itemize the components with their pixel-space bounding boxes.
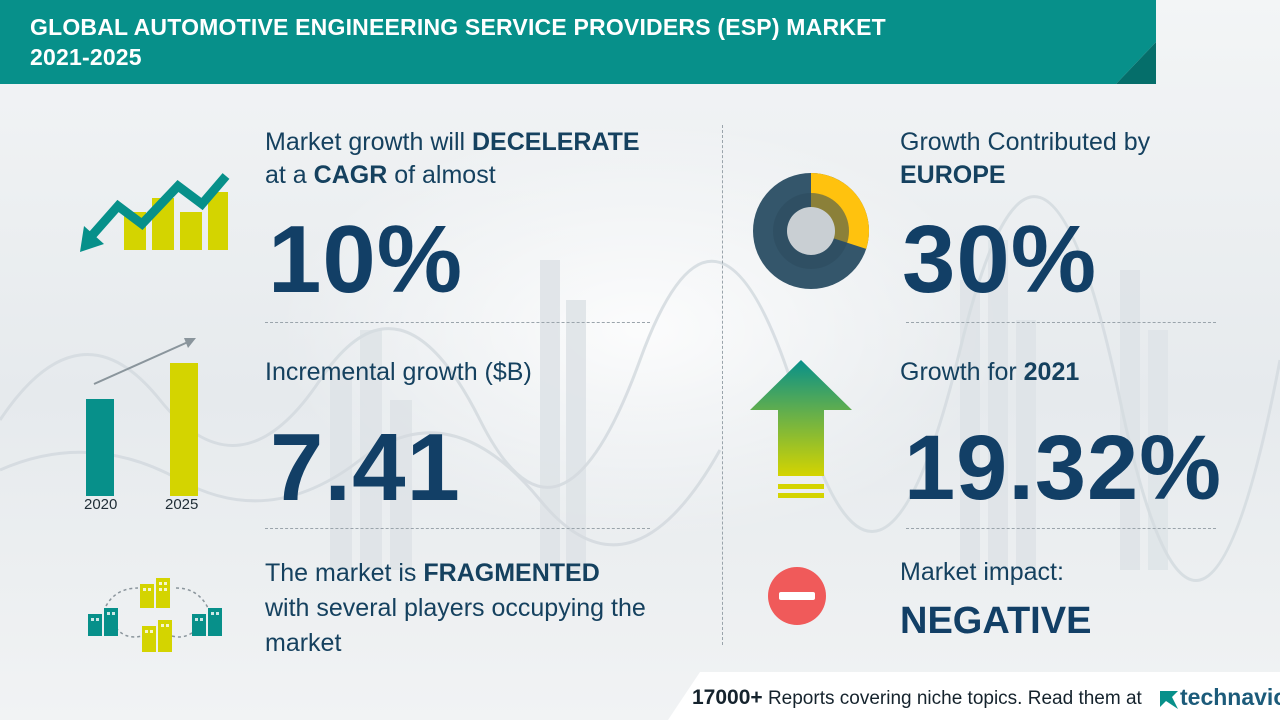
market-label-line2: with several players occupying the xyxy=(265,594,646,622)
cagr-label: Market growth will DECELERATE at a CAGR … xyxy=(265,126,640,192)
growth2021-label: Growth for 2021 xyxy=(900,356,1079,389)
region-label-line1: Growth Contributed by xyxy=(900,128,1151,156)
impact-label: Market impact: xyxy=(900,558,1064,586)
market-label-line3: market xyxy=(265,629,342,657)
page-title-line2: 2021-2025 xyxy=(30,44,142,70)
technavio-logo-icon xyxy=(1160,691,1178,709)
trend-arrow-icon xyxy=(80,173,230,252)
column-divider xyxy=(722,125,723,645)
right-divider-2 xyxy=(906,528,1216,529)
bar-2020 xyxy=(86,399,114,496)
header-banner: GLOBAL AUTOMOTIVE ENGINEERING SERVICE PR… xyxy=(0,0,1160,84)
footer-text-body: Reports covering niche topics. Read them… xyxy=(762,688,1142,709)
growth2021-label-year: 2021 xyxy=(1023,358,1080,386)
cagr-label-part3: of almost xyxy=(387,161,496,189)
bar-2025 xyxy=(170,363,198,496)
incremental-label: Incremental growth ($B) xyxy=(265,358,532,386)
left-divider-2 xyxy=(265,528,650,529)
region-label: Growth Contributed by EUROPE xyxy=(900,126,1150,192)
market-label-fragmented: FRAGMENTED xyxy=(423,559,600,587)
growth2021-value: 19.32% xyxy=(904,417,1223,519)
cagr-value: 10% xyxy=(268,206,464,313)
cagr-label-decelerate: DECELERATE xyxy=(472,128,640,156)
page-title: GLOBAL AUTOMOTIVE ENGINEERING SERVICE PR… xyxy=(30,12,930,72)
incremental-value: 7.41 xyxy=(270,414,461,521)
cagr-label-part1: Market growth will xyxy=(265,128,472,156)
region-label-europe: EUROPE xyxy=(900,161,1006,189)
year-label-2020: 2020 xyxy=(84,496,118,513)
year-label-2025: 2025 xyxy=(165,496,199,513)
cagr-label-cagr: CAGR xyxy=(313,161,388,189)
footer-report-count: 17000+ xyxy=(692,686,763,709)
market-label-part1: The market is xyxy=(265,559,424,587)
left-divider-1 xyxy=(265,322,650,323)
minus-circle-icon xyxy=(768,567,826,625)
footer-text: 17000+ Reports covering niche topics. Re… xyxy=(692,686,1142,710)
header-banner-shape xyxy=(0,0,1156,84)
donut-chart-icon xyxy=(753,173,869,289)
page-title-line1: GLOBAL AUTOMOTIVE ENGINEERING SERVICE PR… xyxy=(30,14,886,40)
bar-chart-icon xyxy=(86,338,198,496)
impact-value: NEGATIVE xyxy=(900,600,1092,642)
region-value: 30% xyxy=(902,206,1098,313)
up-arrow-icon xyxy=(750,360,852,498)
growth2021-label-part1: Growth for xyxy=(900,358,1024,386)
right-divider-1 xyxy=(906,322,1216,323)
market-label: The market is FRAGMENTED with several pl… xyxy=(265,556,646,661)
technavio-brand[interactable]: technavio xyxy=(1180,684,1280,710)
cagr-label-part2: at a xyxy=(265,161,314,189)
buildings-network-icon xyxy=(88,578,222,652)
